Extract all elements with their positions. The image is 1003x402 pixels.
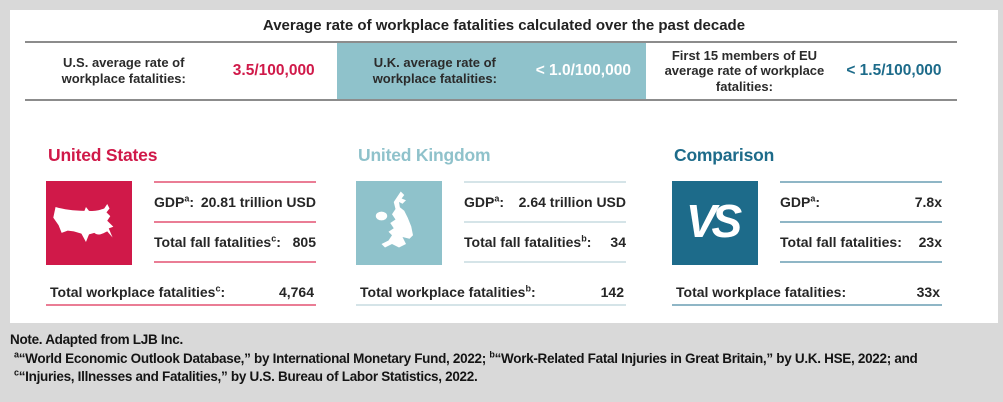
us-gdp-label: GDPa: [154,193,195,210]
card-us-stats: GDPa: 20.81 trillion USD Total fall fata… [154,181,316,263]
us-fall-row: Total fall fatalitiesc: 805 [154,223,316,261]
us-workplace-row: Total workplace fatalitiesc: 4,764 [46,279,316,304]
summary-strip: U.S. average rate of workplace fatalitie… [25,41,957,101]
divider [464,181,626,183]
us-fall-label: Total fall fatalitiesc: [154,233,281,250]
uk-workplace-value: 142 [600,283,624,300]
card-united-states: United States GDPa: 20.81 trillion USD T [46,145,316,306]
vs-icon: VS [672,181,758,265]
card-comparison: Comparison VS GDPa: 7.8x Total fall fata… [672,145,942,306]
us-gdp-row: GDPa: 20.81 trillion USD [154,183,316,221]
us-gdp-value: 20.81 trillion USD [200,194,316,210]
comparison-fall-label: Total fall fatalities: [780,234,902,250]
divider [154,221,316,223]
note-line-2: a“World Economic Outlook Database,” by I… [14,349,918,366]
uk-fall-label: Total fall fatalitiesb: [464,233,592,250]
comparison-workplace-label: Total workplace fatalities: [676,283,847,300]
uk-gdp-label: GDPa: [464,193,505,210]
uk-fall-row: Total fall fatalitiesb: 34 [464,223,626,261]
summary-uk-label: U.K. average rate of workplace fatalitie… [372,55,497,86]
comparison-gdp-value: 7.8x [914,194,942,210]
divider [780,181,942,183]
divider [46,304,316,306]
uk-gdp-row: GDPa: 2.64 trillion USD [464,183,626,221]
summary-cell-us: U.S. average rate of workplace fatalitie… [25,43,337,99]
vs-icon-text: VS [685,195,742,247]
comparison-fall-row: Total fall fatalities: 23x [780,223,942,261]
divider [672,304,942,306]
divider [154,261,316,263]
uk-map-icon [356,181,442,265]
uk-workplace-label: Total workplace fatalitiesb: [360,282,536,300]
summary-cell-eu: First 15 members of EU average rate of w… [646,43,957,99]
card-uk-title: United Kingdom [358,145,491,165]
us-fall-value: 805 [292,234,316,250]
divider [464,221,626,223]
note-line-3: c“Injuries, Illnesses and Fatalities,” b… [14,367,478,384]
card-comparison-stats: GDPa: 7.8x Total fall fatalities: 23x [780,181,942,263]
us-workplace-value: 4,764 [278,283,314,300]
divider [356,304,626,306]
card-united-kingdom: United Kingdom GDPa: 2.64 trillion USD [356,145,626,306]
card-comparison-title: Comparison [674,145,775,165]
comparison-gdp-row: GDPa: 7.8x [780,183,942,221]
figure-title: Average rate of workplace fatalities cal… [262,17,746,34]
divider [154,181,316,183]
uk-gdp-value: 2.64 trillion USD [518,194,626,210]
summary-us-label: U.S. average rate of workplace fatalitie… [61,55,186,86]
comparison-workplace-value: 33x [916,283,940,300]
us-map-icon [46,181,132,265]
summary-cell-uk: U.K. average rate of workplace fatalitie… [337,43,646,99]
comparison-fall-value: 23x [918,234,942,250]
card-us-title: United States [48,145,158,165]
card-uk-body: GDPa: 2.64 trillion USD Total fall fatal… [356,181,626,265]
summary-eu-label: First 15 members of EU average rate of w… [664,47,825,94]
card-us-body: GDPa: 20.81 trillion USD Total fall fata… [46,181,316,265]
uk-fall-value: 34 [610,234,626,250]
card-uk-stats: GDPa: 2.64 trillion USD Total fall fatal… [464,181,626,263]
us-workplace-label: Total workplace fatalitiesc: [50,282,226,300]
divider [780,221,942,223]
summary-us-value: 3.5/100,000 [232,62,315,79]
note-line-1: Note. Adapted from LJB Inc. [10,332,183,347]
comparison-gdp-label: GDPa: [780,193,821,210]
summary-uk-value: < 1.0/100,000 [535,62,631,79]
divider [464,261,626,263]
comparison-workplace-row: Total workplace fatalities: 33x [672,279,942,304]
card-comparison-body: VS GDPa: 7.8x Total fall fatalities: 23x [672,181,942,265]
figure-note: Note. Adapted from LJB Inc. a“World Econ… [10,331,1000,387]
divider [780,261,942,263]
figure-panel: Average rate of workplace fatalities cal… [10,10,998,323]
uk-workplace-row: Total workplace fatalitiesb: 142 [356,279,626,304]
summary-eu-value: < 1.5/100,000 [846,62,942,79]
